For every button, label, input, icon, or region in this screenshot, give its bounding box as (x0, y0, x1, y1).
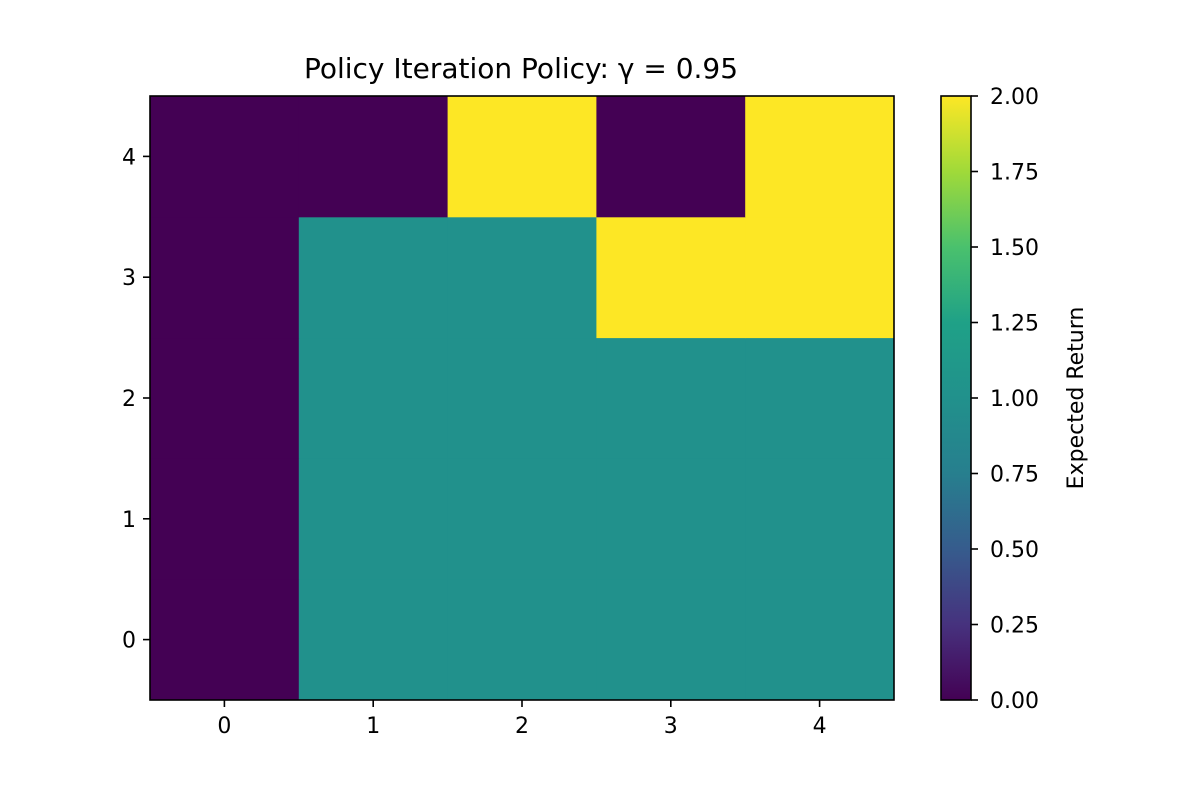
colorbar-tick-label: 1.25 (990, 312, 1039, 337)
colorbar-label: Expected Return (1064, 307, 1089, 490)
heatmap-cell (298, 216, 449, 339)
colorbar (940, 95, 972, 701)
heatmap-cell (596, 458, 746, 580)
heatmap-cells (150, 96, 895, 701)
y-tick-label: 3 (122, 266, 136, 291)
heatmap-cell (447, 458, 597, 580)
heatmap-cell (150, 579, 300, 701)
heatmap-cell (745, 579, 895, 701)
colorbar-tick-label: 0.50 (990, 538, 1039, 563)
colorbar-ticks: 0.00 0.25 0.50 0.75 1.00 1.25 1.50 1.75 2.00 (971, 85, 1039, 714)
heatmap-cell (298, 579, 449, 701)
colorbar-tick-label: 0.00 (990, 689, 1039, 714)
heatmap-cell (447, 579, 597, 701)
heatmap-cell (298, 96, 449, 218)
x-tick-label: 0 (217, 714, 231, 739)
x-axis: 0 1 2 3 4 (217, 700, 827, 739)
heatmap-cell (447, 337, 597, 459)
heatmap-cell (745, 216, 895, 339)
colorbar-tick-label: 0.75 (990, 463, 1039, 488)
y-tick-label: 1 (122, 508, 136, 533)
heatmap-cell (596, 216, 746, 339)
heatmap-cell (150, 216, 300, 339)
heatmap-cell (745, 96, 895, 218)
heatmap-cell (447, 216, 597, 339)
colorbar-tick-label: 2.00 (990, 85, 1039, 110)
heatmap-cell (150, 337, 300, 459)
heatmap-cell (745, 458, 895, 580)
x-tick-label: 1 (366, 714, 380, 739)
x-tick-label: 2 (515, 714, 529, 739)
colorbar-tick-label: 1.75 (990, 161, 1039, 186)
y-tick-label: 2 (122, 387, 136, 412)
y-tick-label: 0 (122, 629, 136, 654)
heatmap-cell (596, 337, 746, 459)
colorbar-tick-label: 1.00 (990, 387, 1039, 412)
x-tick-label: 3 (664, 714, 678, 739)
heatmap-cell (596, 579, 746, 701)
y-axis: 0 1 2 3 4 (122, 145, 150, 654)
x-tick-label: 4 (813, 714, 827, 739)
colorbar-tick-label: 1.50 (990, 236, 1039, 261)
heatmap-cell (447, 96, 597, 218)
heatmap-cell (298, 337, 449, 459)
colorbar-tick-label: 0.25 (990, 614, 1039, 639)
heatmap-cell (150, 458, 300, 580)
heatmap-cell (596, 96, 746, 218)
heatmap-cell (150, 96, 300, 218)
heatmap-cell (298, 458, 449, 580)
chart-title: Policy Iteration Policy: γ = 0.95 (304, 52, 738, 85)
heatmap-cell (745, 337, 895, 459)
y-tick-label: 4 (122, 145, 136, 170)
